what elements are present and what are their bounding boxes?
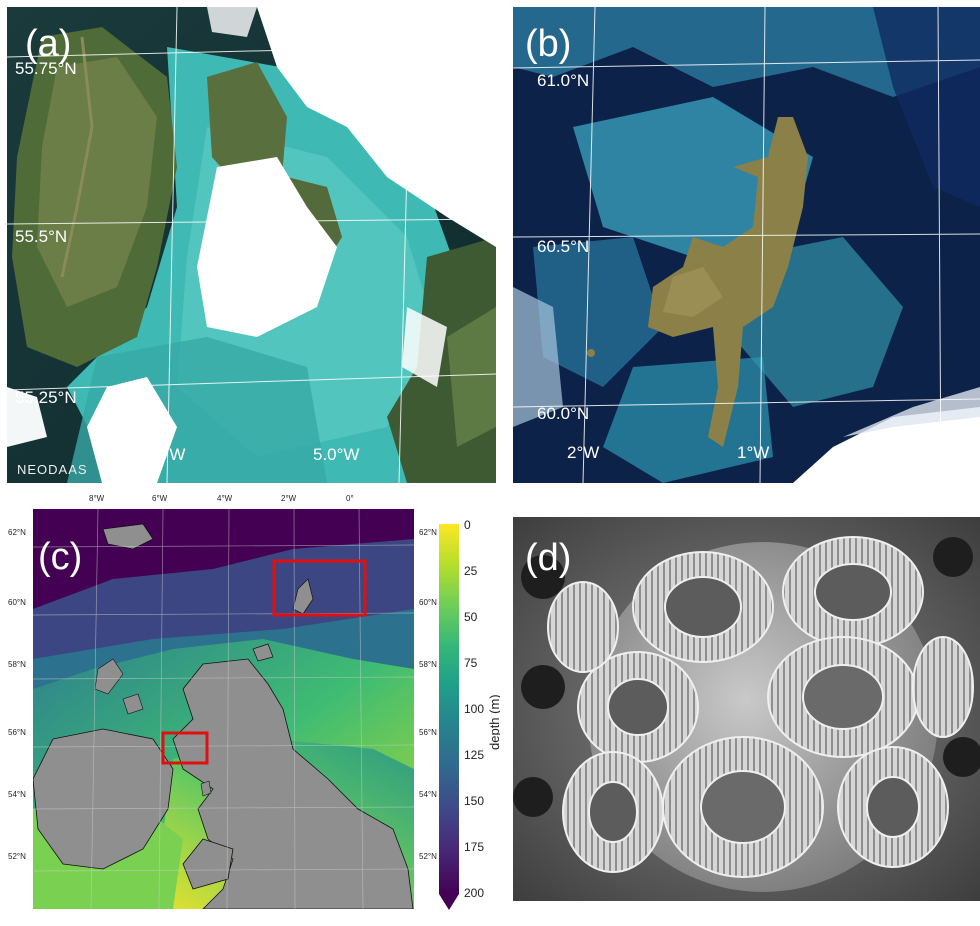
panel-c-bathymetry-map: 8°W 6°W 4°W 2°W 0° 62°N 60°N 58°N 56°N 5… — [0, 490, 500, 926]
cbar-tick-75: 75 — [464, 656, 478, 670]
depth-colorbar — [439, 524, 459, 910]
cbar-tick-150: 150 — [464, 794, 485, 808]
cbar-tick-200: 200 — [464, 886, 485, 900]
left-tick-58n: 58°N — [8, 660, 26, 669]
lat-label-55-75: 55.75°N — [15, 59, 77, 78]
panel-a-image — [7, 7, 496, 483]
right-tick-56n: 56°N — [419, 728, 437, 737]
right-tick-58n: 58°N — [419, 660, 437, 669]
panel-d-sem-image: (d) — [513, 517, 980, 901]
lon-label-2w: 2°W — [567, 443, 600, 462]
cbar-tick-100: 100 — [464, 702, 485, 716]
left-tick-54n: 54°N — [8, 790, 26, 799]
left-tick-56n: 56°N — [8, 728, 26, 737]
cbar-tick-0: 0 — [464, 518, 471, 532]
panel-b-label: (b) — [525, 23, 572, 65]
left-tick-62n: 62°N — [8, 528, 26, 537]
top-tick-8w: 8°W — [89, 494, 105, 503]
lon-label-5-5w: 5.5°W — [139, 445, 186, 464]
lat-label-60-0: 60.0°N — [537, 404, 590, 423]
colorbar-title: depth (m) — [487, 694, 500, 750]
lon-label-0e: 0°E — [905, 443, 933, 462]
lon-label-5-0w: 5.0°W — [313, 445, 360, 464]
top-tick-4w: 4°W — [217, 494, 233, 503]
cbar-tick-125: 125 — [464, 748, 485, 762]
cbar-tick-25: 25 — [464, 564, 478, 578]
top-tick-0: 0° — [346, 494, 354, 503]
panel-b-satellite-image: (b) 61.0°N 60.5°N 60.0°N 2°W 1°W 0°E — [513, 7, 980, 483]
lat-label-60-5: 60.5°N — [537, 237, 590, 256]
panel-d-label: (d) — [525, 537, 572, 579]
panel-a-label: (a) — [25, 23, 72, 65]
cbar-tick-175: 175 — [464, 840, 485, 854]
top-tick-6w: 6°W — [152, 494, 168, 503]
right-tick-62n: 62°N — [419, 528, 437, 537]
top-tick-2w: 2°W — [281, 494, 297, 503]
shetland-highlight-box — [272, 559, 367, 617]
left-tick-52n: 52°N — [8, 852, 26, 861]
right-tick-54n: 54°N — [419, 790, 437, 799]
panel-c-label: (c) — [38, 536, 83, 578]
lat-label-55-25: 55.25°N — [15, 388, 77, 407]
clyde-highlight-box — [161, 731, 209, 765]
bathymetry-map — [33, 509, 414, 909]
cbar-tick-50: 50 — [464, 610, 478, 624]
lat-label-61-0: 61.0°N — [537, 71, 590, 90]
panel-a-satellite-image: (a) 55.75°N 55.5°N 55.25°N 5.5°W 5.0°W N… — [7, 7, 496, 483]
panel-b-image — [513, 7, 980, 483]
lat-label-55-5: 55.5°N — [15, 227, 68, 246]
right-tick-52n: 52°N — [419, 852, 437, 861]
right-tick-60n: 60°N — [419, 598, 437, 607]
lon-label-1w: 1°W — [737, 443, 770, 462]
left-tick-60n: 60°N — [8, 598, 26, 607]
coccolithophore-sem-image — [513, 517, 980, 901]
neodaas-watermark: NEODAAS — [17, 462, 88, 477]
